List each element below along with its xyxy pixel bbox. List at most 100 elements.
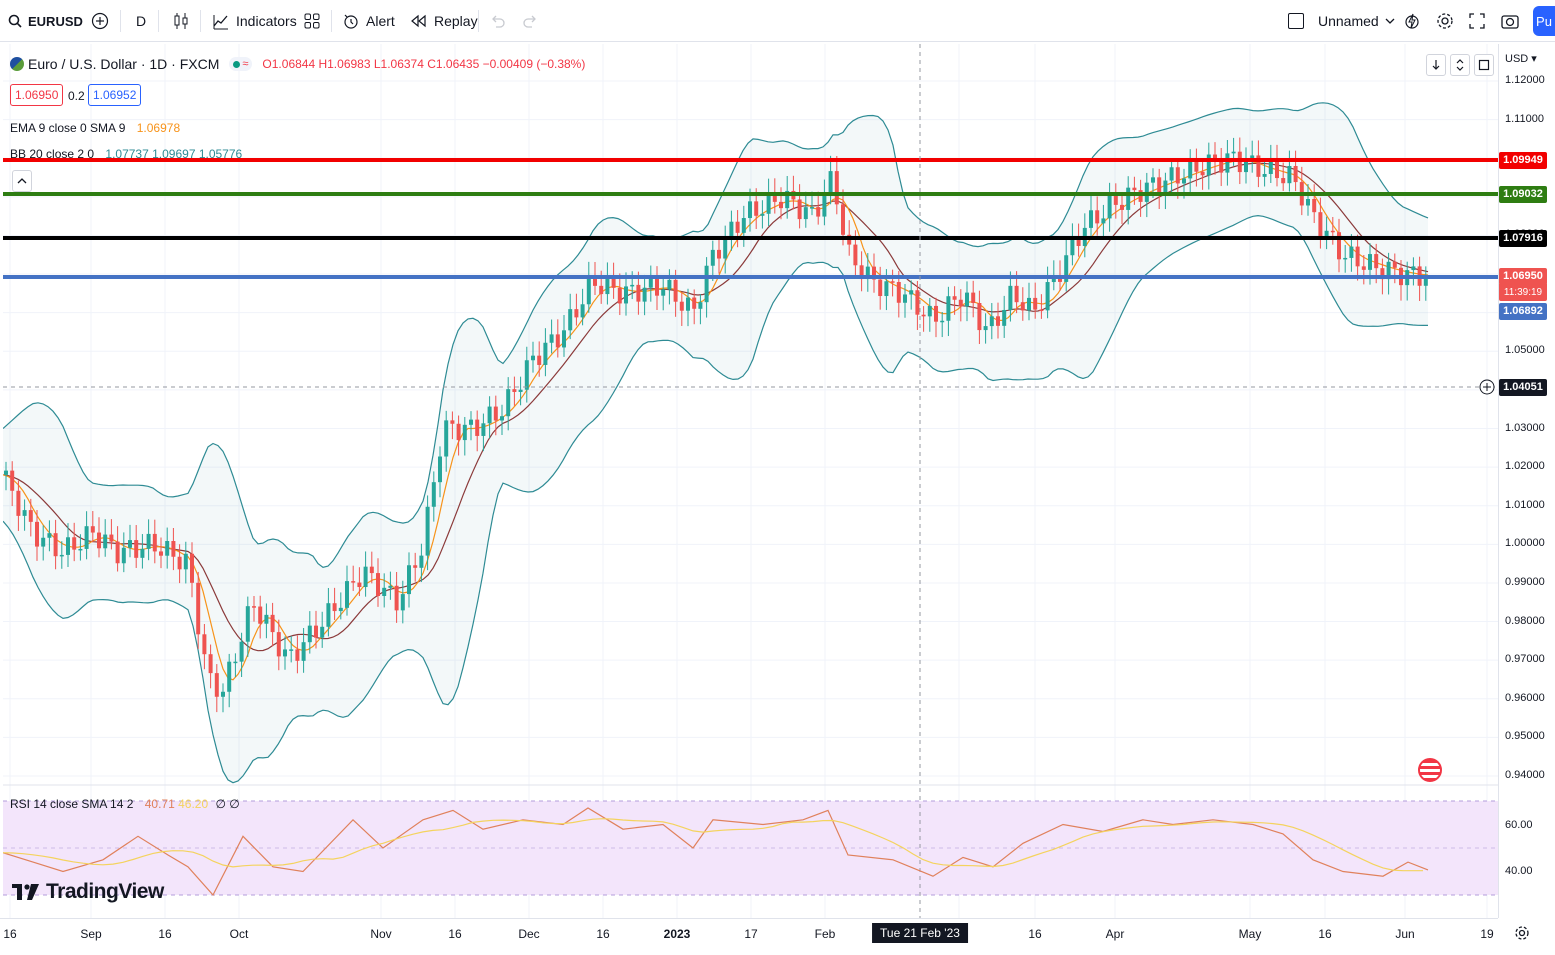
- axis-settings-button[interactable]: [1514, 925, 1530, 946]
- candle-body: [586, 277, 591, 305]
- tradingview-logo[interactable]: TradingView: [12, 880, 164, 904]
- price-label-red-line[interactable]: 1.09949: [1499, 152, 1547, 169]
- candle-body: [388, 585, 393, 588]
- price-tick: 1.12000: [1505, 74, 1545, 86]
- price-tick: 0.95000: [1505, 730, 1545, 743]
- candle-body: [1306, 198, 1310, 206]
- candle-body: [16, 490, 21, 516]
- market-status[interactable]: ≈: [229, 57, 253, 71]
- candle-body: [469, 419, 473, 425]
- camera-icon: [1501, 15, 1519, 29]
- candle-body: [921, 314, 926, 317]
- candle-body: [1076, 238, 1081, 246]
- price-chart[interactable]: [3, 44, 1498, 918]
- candle-body: [4, 470, 8, 475]
- price-label-black-line[interactable]: 1.07916: [1499, 230, 1547, 247]
- candle-body: [462, 424, 467, 441]
- economic-event-icon[interactable]: [1418, 758, 1442, 782]
- candle-body: [816, 207, 821, 217]
- candle-body: [915, 290, 920, 315]
- candle-body: [289, 649, 294, 651]
- undo-button[interactable]: [490, 0, 506, 42]
- indicators-label: Indicators: [236, 13, 297, 29]
- scroll-down-button[interactable]: [1426, 54, 1446, 76]
- candle-body: [419, 555, 424, 568]
- candle-body: [655, 277, 659, 296]
- compare-symbol-button[interactable]: [91, 0, 109, 42]
- fullscreen-button[interactable]: [1469, 0, 1485, 42]
- price-label-green-line[interactable]: 1.09032: [1499, 186, 1547, 203]
- ema-legend[interactable]: EMA 9 close 0 SMA 9 1.06978: [10, 121, 180, 135]
- candle-body: [196, 582, 201, 635]
- time-axis[interactable]: 16Sep16OctNov16Dec16202317Febar16AprMay1…: [0, 918, 1498, 955]
- candle-body: [109, 534, 114, 542]
- collapse-legend-button[interactable]: [12, 170, 32, 192]
- candle-body: [1225, 153, 1230, 173]
- price-label-blue-line[interactable]: 1.06892: [1499, 303, 1547, 320]
- price-tick: 0.94000: [1505, 769, 1545, 781]
- candle-body: [320, 626, 325, 638]
- alert-button[interactable]: Alert: [342, 0, 395, 42]
- candle-body: [828, 171, 833, 195]
- price-label-last-price[interactable]: 1.06950: [1499, 268, 1547, 285]
- chart-type-button[interactable]: [172, 0, 190, 42]
- templates-button[interactable]: [303, 0, 321, 42]
- candle-body: [475, 419, 480, 436]
- rewind-icon: [411, 14, 426, 28]
- candle-body: [779, 201, 783, 209]
- quick-search-button[interactable]: [1403, 0, 1421, 42]
- candle-body: [47, 533, 52, 538]
- sell-button[interactable]: 1.06950: [10, 84, 64, 106]
- redo-button[interactable]: [522, 0, 538, 42]
- indicators-button[interactable]: Indicators: [212, 0, 297, 42]
- bb-label: BB 20 close 2 0: [10, 147, 95, 161]
- rsi-tick: 40.00: [1505, 865, 1533, 877]
- candle-body: [1262, 173, 1267, 177]
- interval-button[interactable]: D: [136, 0, 146, 42]
- bb-legend[interactable]: BB 20 close 2 0 1.07737 1.09697 1.05776: [10, 147, 242, 161]
- candle-body: [357, 582, 362, 588]
- price-label-crosshair[interactable]: 1.04051: [1499, 379, 1547, 396]
- price-tick: 0.96000: [1505, 691, 1545, 704]
- currency-selector[interactable]: USD ▾: [1505, 53, 1537, 65]
- candle-body: [810, 207, 814, 209]
- reset-pane-button[interactable]: [1474, 54, 1494, 76]
- candle-body: [729, 221, 734, 237]
- candle-body: [636, 284, 641, 302]
- symbol-title[interactable]: Euro / U.S. Dollar · 1D · FXCM: [28, 56, 220, 72]
- candle-body: [518, 389, 523, 392]
- candle-body: [1392, 261, 1397, 268]
- candle-body: [704, 265, 709, 303]
- publish-button[interactable]: Pu: [1533, 6, 1555, 36]
- candle-body: [128, 540, 132, 548]
- rsi-sma-value: 46.20: [178, 797, 209, 811]
- time-label: Jun: [1395, 927, 1415, 941]
- toolbar-divider: [158, 10, 159, 32]
- layout-menu-button[interactable]: Unnamed: [1288, 0, 1395, 42]
- candle-body: [134, 540, 139, 558]
- buy-button[interactable]: 1.06952: [88, 84, 142, 106]
- candle-body: [748, 201, 752, 219]
- snapshot-button[interactable]: [1501, 0, 1519, 42]
- candle-body: [41, 537, 46, 547]
- candle-body: [506, 389, 511, 417]
- candle-body: [1206, 154, 1211, 176]
- settings-button[interactable]: [1436, 0, 1454, 42]
- candle-body: [1033, 297, 1038, 310]
- candle-body: [1361, 266, 1366, 270]
- candle-body: [599, 285, 604, 295]
- price-tick: 1.03000: [1505, 421, 1545, 434]
- price-scale[interactable]: USD ▾ 1.120001.110001.100001.090001.0800…: [1498, 44, 1555, 918]
- rsi-sma-line: [3, 818, 1423, 872]
- symbol-search-button[interactable]: EURUSD: [8, 0, 83, 42]
- replay-button[interactable]: Replay: [410, 0, 478, 42]
- candle-body: [239, 641, 244, 662]
- candle-body: [531, 355, 535, 361]
- candle-body: [1095, 210, 1100, 224]
- candle-body: [940, 320, 945, 323]
- rsi-legend[interactable]: RSI 14 close SMA 14 2 40.71 46.20 ∅ ∅: [10, 797, 240, 811]
- symbol-name: EURUSD: [28, 13, 83, 29]
- candle-body: [363, 566, 368, 588]
- collapse-pane-button[interactable]: [1450, 54, 1470, 76]
- price-label-countdown[interactable]: 11:39:19: [1499, 284, 1547, 301]
